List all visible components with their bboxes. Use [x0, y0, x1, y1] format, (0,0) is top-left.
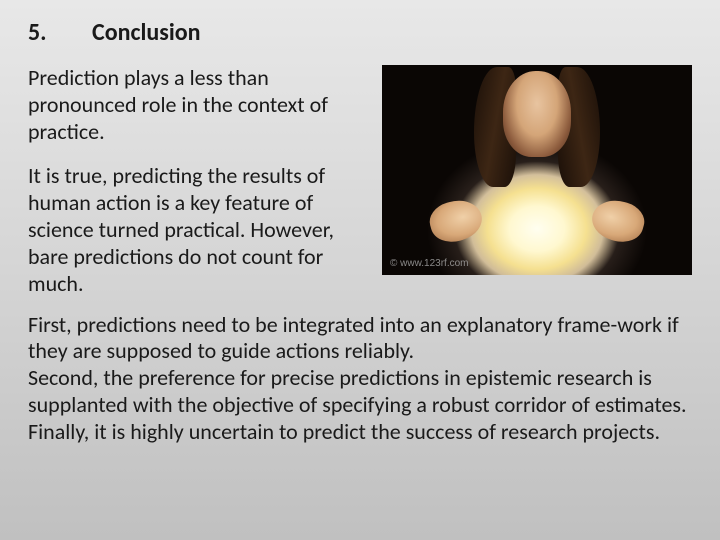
top-content-row: Prediction plays a less than pronounced …	[28, 65, 692, 298]
head-shape	[503, 71, 571, 157]
bottom-paragraph: First, predictions need to be integrated…	[28, 312, 692, 446]
image-watermark: © www.123rf.com	[390, 258, 469, 269]
section-title: Conclusion	[92, 18, 201, 47]
fortune-teller-image: © www.123rf.com	[382, 65, 692, 275]
illustration-container: © www.123rf.com	[382, 65, 692, 275]
paragraph-2: It is true, predicting the results of hu…	[28, 163, 364, 297]
top-text-column: Prediction plays a less than pronounced …	[28, 65, 364, 298]
hand-right-shape	[587, 195, 648, 248]
paragraph-1: Prediction plays a less than pronounced …	[28, 65, 364, 145]
section-number: 5.	[28, 18, 92, 47]
heading-row: 5. Conclusion	[28, 18, 692, 47]
hand-left-shape	[425, 195, 486, 248]
